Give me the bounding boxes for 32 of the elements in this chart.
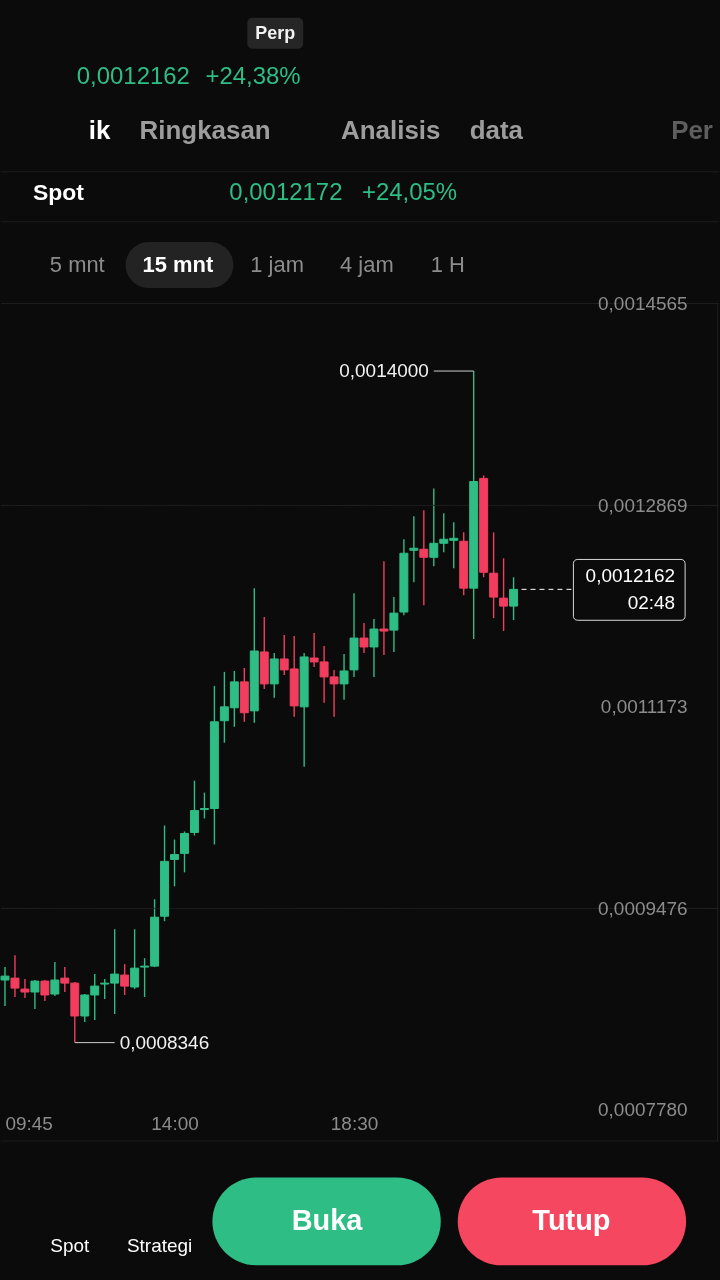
text: data xyxy=(469,116,524,145)
x-tick-label: 18:30 xyxy=(330,1113,379,1135)
text: Buka xyxy=(291,1204,364,1237)
y-tick-label: 0,0011173 xyxy=(600,696,688,718)
text: Strategi xyxy=(126,1235,193,1257)
text: 0,0012172 xyxy=(229,178,343,206)
text: Per xyxy=(671,116,713,145)
text: Ringkasan xyxy=(139,116,271,145)
annotation: 02:48 xyxy=(627,592,676,614)
text: +24,38% xyxy=(205,61,301,89)
text: 15 mnt xyxy=(142,252,214,278)
y-tick-label: 0,0012869 xyxy=(598,494,688,516)
text: 5 mnt xyxy=(49,252,105,278)
text: Spot xyxy=(50,1235,91,1257)
annotation: 0,0008346 xyxy=(119,1031,210,1053)
y-tick-label: 0,0007780 xyxy=(598,1099,688,1121)
text: 4 jam xyxy=(340,252,394,278)
text: Spot xyxy=(32,179,85,206)
x-tick-label: 14:00 xyxy=(151,1113,199,1135)
x-tick-label: 09:45 xyxy=(5,1113,53,1135)
y-tick-label: 0,0009476 xyxy=(598,897,688,919)
text: Analisis xyxy=(341,116,441,145)
text: 1 H xyxy=(430,252,465,278)
ref-line-label: 0,0012162 xyxy=(585,565,676,587)
text: 1 jam xyxy=(250,252,304,278)
y-tick-label: 0,0014565 xyxy=(598,293,688,315)
annotation: 0,0014000 xyxy=(339,360,429,382)
text: 0,0012162 xyxy=(76,61,190,89)
text: ik xyxy=(88,116,111,145)
text: Tutup xyxy=(532,1204,611,1237)
text: +24,05% xyxy=(361,178,458,206)
text: Perp xyxy=(255,22,296,43)
